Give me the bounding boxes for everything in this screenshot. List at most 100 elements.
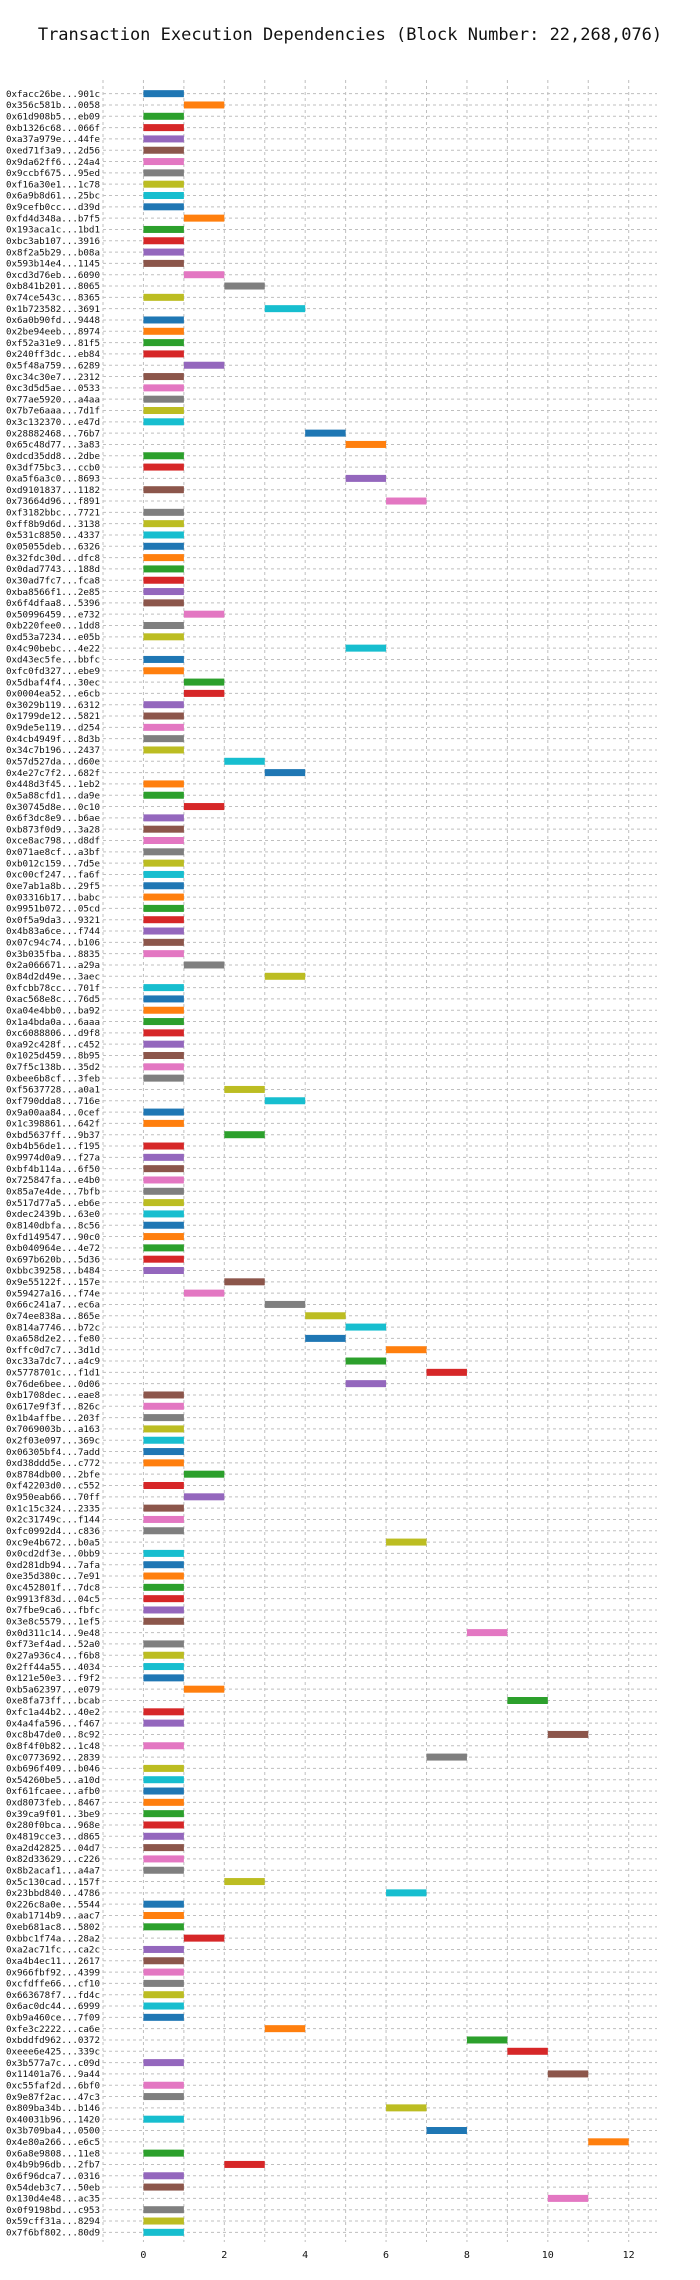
transaction-label: 0x6f4dfaa8...5396 — [6, 598, 100, 609]
transaction-bar — [143, 1063, 184, 1071]
transaction-label: 0xc0773692...2839 — [6, 1752, 100, 1763]
transaction-bar — [143, 1945, 184, 1953]
transaction-bar — [345, 1357, 387, 1365]
transaction-label: 0x7f6bf802...80d9 — [6, 2228, 100, 2239]
transaction-bar — [143, 1414, 184, 1422]
transaction-bar — [507, 1697, 548, 1704]
transaction-label: 0x6a8e9808...11e8 — [6, 2148, 100, 2159]
transaction-bar — [224, 2160, 265, 2168]
transaction-label: 0x5f48a759...6289 — [6, 360, 100, 371]
transaction-label: 0x30745d8e...0c10 — [6, 802, 100, 813]
transaction-bar — [143, 837, 184, 844]
transaction-label: 0x2be94eeb...8974 — [6, 326, 101, 337]
transaction-bar — [143, 599, 184, 607]
transaction-bar — [143, 1527, 184, 1535]
transaction-label: 0x121e50e3...f9f2 — [6, 1673, 100, 1684]
transaction-bar — [183, 361, 225, 369]
transaction-bar — [143, 1832, 184, 1840]
transaction-label: 0x9e87f2ac...47c3 — [6, 2092, 100, 2103]
transaction-bar — [143, 904, 184, 912]
transaction-label: 0xbddfd962...0372 — [6, 2035, 100, 2046]
transaction-bar — [183, 610, 225, 618]
transaction-label: 0xc3d5d5ae...0533 — [6, 383, 100, 394]
transaction-label: 0x76de6bee...0d06 — [6, 1379, 100, 1390]
transaction-label: 0xd9101837...1182 — [6, 485, 100, 496]
transaction-label: 0x280f0bca...968e — [6, 1820, 100, 1831]
transaction-label: 0x5778701c...f1d1 — [6, 1368, 100, 1379]
transaction-bar — [143, 2217, 184, 2225]
transaction-label: 0x07c94c74...b106 — [6, 938, 100, 949]
transaction-bar — [143, 554, 184, 562]
transaction-bar — [345, 440, 387, 448]
transaction-bar — [143, 486, 184, 494]
transaction-bar — [143, 395, 184, 403]
transaction-label: 0x73664d96...f891 — [6, 496, 100, 507]
transaction-bar — [143, 542, 184, 550]
transaction-bar — [143, 1968, 184, 1976]
transaction-label: 0xf790dda8...716e — [6, 1096, 100, 1107]
transaction-bar — [507, 2047, 548, 2055]
transaction-label: 0x50996459...e732 — [6, 609, 100, 620]
transaction-label: 0xb220fee0...1dd8 — [6, 621, 100, 632]
transaction-label: 0x9ccbf675...95ed — [6, 168, 100, 179]
transaction-label: 0x40031b96...1420 — [6, 2114, 100, 2125]
x-tick-label: 10 — [542, 2250, 554, 2261]
transaction-bar — [143, 1029, 184, 1037]
transaction-label: 0x03316b17...babc — [6, 892, 100, 903]
y-tick-labels: 0xfacc26be...901c0x356c581b...00580x61d9… — [6, 89, 101, 2239]
transaction-label: 0x6a9b8d61...25bc — [6, 191, 100, 202]
transaction-label: 0xbc3ab107...3916 — [6, 236, 100, 247]
transaction-bar — [143, 622, 184, 629]
transaction-bar — [143, 701, 184, 709]
transaction-bar — [264, 1300, 306, 1308]
transaction-label: 0xbbc39258...b484 — [6, 1266, 101, 1277]
transaction-label: 0xc8b47de0...8c92 — [6, 1730, 100, 1741]
transaction-bar — [143, 588, 184, 596]
transaction-label: 0xba8566f1...2e85 — [6, 587, 100, 598]
transaction-label: 0x0004ea52...e6cb — [6, 689, 100, 700]
transaction-label: 0x1c398861...642f — [6, 1119, 100, 1130]
transaction-label: 0xd281db94...7afa — [6, 1560, 100, 1571]
transaction-bar — [143, 259, 184, 267]
transaction-label: 0x4e27c7f2...682f — [6, 768, 100, 779]
transaction-label: 0x0f9198bd...c953 — [6, 2205, 100, 2216]
transaction-label: 0xc33a7dc7...a4c9 — [6, 1356, 100, 1367]
transaction-label: 0x8f2a5b29...b08a — [6, 247, 100, 258]
transaction-label: 0xf3182bbc...7721 — [6, 508, 100, 519]
transaction-label: 0xeee6e425...339c — [6, 2046, 100, 2057]
transaction-bar — [143, 1436, 184, 1444]
transaction-bar — [143, 1674, 184, 1682]
transaction-bar — [143, 350, 184, 358]
transaction-bar — [143, 169, 184, 177]
transaction-bar — [143, 146, 184, 154]
transaction-bar — [143, 1165, 184, 1173]
transaction-bar — [143, 520, 184, 528]
transaction-bar — [143, 1912, 184, 1919]
transaction-label: 0xb1708dec...eae8 — [6, 1390, 100, 1401]
transaction-bar — [143, 248, 184, 256]
transaction-bar — [143, 1119, 184, 1127]
transaction-label: 0x448d3f45...1eb2 — [6, 779, 100, 790]
transaction-bar — [143, 1459, 184, 1467]
transaction-bar — [386, 1889, 427, 1897]
transaction-bar — [143, 225, 184, 233]
transaction-bar — [183, 1289, 225, 1297]
transaction-label: 0x8f4f0b82...1c48 — [6, 1741, 100, 1752]
transaction-label: 0xbf4b114a...6f50 — [6, 1164, 100, 1175]
transaction-label: 0x809ba34b...b146 — [6, 2103, 100, 2114]
transaction-label: 0x7f5c138b...35d2 — [6, 1062, 100, 1073]
transaction-label: 0x240ff3dc...eb84 — [6, 349, 101, 360]
transaction-label: 0xbbc1f74a...28a2 — [6, 1933, 100, 1944]
transaction-label: 0x0f5a9da3...9321 — [6, 915, 100, 926]
transaction-bar — [143, 1561, 184, 1569]
transaction-bar — [143, 1663, 184, 1671]
transaction-bar — [143, 1798, 184, 1806]
transaction-label: 0xb040964e...4e72 — [6, 1243, 100, 1254]
transaction-label: 0xa04e4bb0...ba92 — [6, 1005, 100, 1016]
transaction-label: 0x9de5e119...d254 — [6, 723, 101, 734]
transaction-bar — [143, 203, 184, 211]
transaction-bar — [345, 1323, 387, 1331]
transaction-bar — [143, 1108, 184, 1116]
transaction-bar — [224, 1878, 265, 1886]
